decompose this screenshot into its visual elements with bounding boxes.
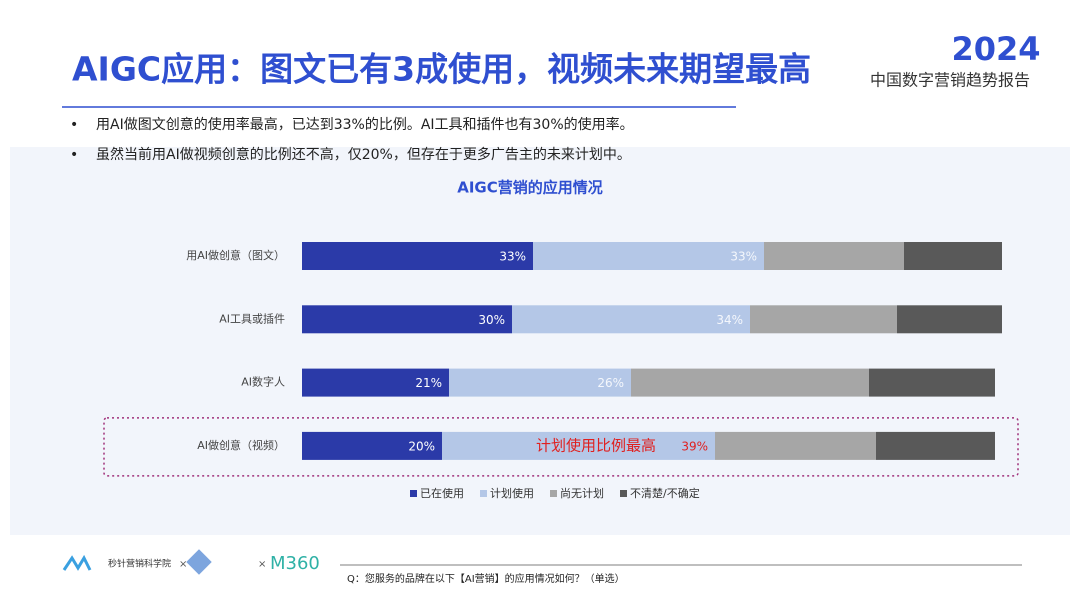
partner-logo: M360 <box>270 553 320 574</box>
logo-mark <box>62 554 92 571</box>
bar-segment <box>750 305 897 334</box>
legend-swatch <box>480 490 487 497</box>
category-label: 用AI做创意（图文） <box>186 248 285 262</box>
bullet-text: 虽然当前用AI做视频创意的比例还不高，仅20%，但存在于更多广告主的未来计划中。 <box>96 146 631 163</box>
legend-swatch <box>550 490 557 497</box>
annotation: 计划使用比例最高 <box>536 436 656 454</box>
bullet-dot: • <box>70 147 78 163</box>
bar-segment <box>512 305 750 334</box>
bullet-dot: • <box>70 117 78 133</box>
category-label: AI做创意（视频） <box>197 438 285 452</box>
category-label: AI数字人 <box>241 375 285 389</box>
separator: × <box>179 559 187 570</box>
bar-segment <box>904 242 1002 270</box>
value-label: 39% <box>681 439 708 453</box>
value-label: 20% <box>408 439 435 453</box>
bar-segment <box>302 305 512 334</box>
legend-swatch <box>620 490 627 497</box>
bar-segment <box>876 431 995 460</box>
bar-segment <box>442 431 715 460</box>
category-label: AI工具或插件 <box>219 311 285 325</box>
logo-mark <box>186 549 212 575</box>
value-label: 26% <box>597 376 624 390</box>
legend-label: 计划使用 <box>490 487 534 500</box>
bar-segment <box>302 368 449 397</box>
bar-segment <box>533 242 764 270</box>
bar-segment <box>631 368 869 397</box>
chart: 用AI做创意（图文） 33% 33% AI工具或插件 30% 34% AI数字人 21% 26%… <box>103 242 1019 500</box>
legend-label: 尚无计划 <box>560 486 604 500</box>
legend-label: 已在使用 <box>420 487 464 500</box>
chart-title: AIGC营销的应用情况 <box>457 179 603 197</box>
bar-segment <box>449 368 631 397</box>
value-label: 30% <box>478 313 505 327</box>
bar-segment <box>302 242 533 270</box>
value-label: 21% <box>415 376 442 390</box>
value-label: 33% <box>730 250 757 264</box>
slide-title: AIGC应用：图文已有3成使用，视频未来期望最高 <box>72 50 811 89</box>
footer-question: Q：您服务的品牌在以下【AI营销】的应用情况如何？（单选） <box>347 572 625 585</box>
bar-segment <box>302 431 442 460</box>
legend-label: 不清楚/不确定 <box>630 486 700 500</box>
report-name: 中国数字营销趋势报告 <box>870 71 1030 90</box>
bar-segment <box>715 431 876 460</box>
bar-segment <box>869 368 995 397</box>
chart-panel <box>10 147 1070 535</box>
value-label: 33% <box>499 250 526 264</box>
value-label: 34% <box>716 313 743 327</box>
bullet-text: 用AI做图文创意的使用率最高，已达到33%的比例。AI工具和插件也有30%的使用… <box>96 116 634 133</box>
logo-year: 2024 <box>951 30 1040 68</box>
bar-segment <box>897 305 1002 334</box>
partner-name: 秒针营销科学院 <box>108 558 171 570</box>
separator: × <box>258 559 266 570</box>
bar-segment <box>764 242 904 270</box>
legend-swatch <box>410 490 417 497</box>
